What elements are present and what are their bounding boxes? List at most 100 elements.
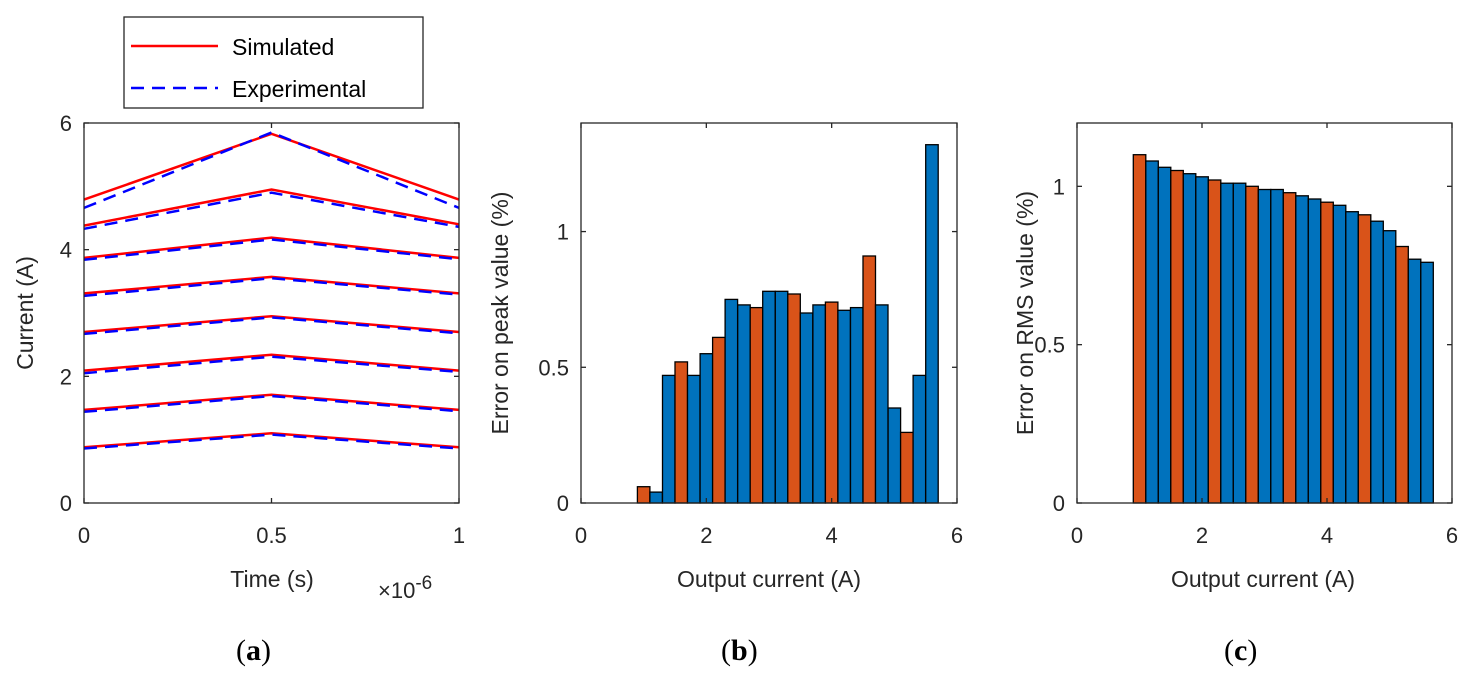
c-bar-17 (1332, 204, 1347, 504)
simulated-curve-6 (83, 353, 460, 372)
experimental-curve-5 (83, 316, 460, 336)
c-bar-1 (1132, 154, 1147, 504)
c-bar-9 (1232, 182, 1247, 504)
b-bar-13 (787, 293, 801, 504)
b-ytick-label: 0.5 (538, 355, 569, 380)
b-xtick-label: 4 (826, 523, 838, 548)
c-ylabel: Error on RMS value (%) (1012, 191, 1038, 435)
b-ytick-label: 0 (557, 491, 569, 516)
a-xtick-label: 1 (453, 523, 465, 548)
simulated-curve-3 (83, 236, 460, 260)
b-bar-23 (912, 374, 927, 504)
b-xtick-label: 0 (575, 523, 587, 548)
c-xtick-label: 0 (1071, 523, 1083, 548)
c-bar-12 (1270, 188, 1284, 504)
a-ylabel: Current (A) (12, 256, 38, 370)
a-x-exponent: ×10-6 (378, 573, 432, 603)
b-caption-letter: b (731, 634, 748, 667)
c-bar-24 (1420, 261, 1434, 504)
b-bar-12 (774, 290, 789, 504)
panel-a-current-vs-time: 0 0.5 1 0 2 4 6 Time (s) Current (A) ×10-6 Sim… (12, 16, 465, 667)
simulated-curve-8 (83, 432, 460, 449)
b-bar-21 (887, 407, 902, 504)
a-xtick-label: 0.5 (256, 523, 287, 548)
b-bar-6 (699, 353, 714, 504)
experimental-curve-2 (83, 191, 460, 231)
a-ytick-label: 6 (60, 111, 72, 136)
b-caption: (b) (721, 634, 758, 667)
b-bar-9 (737, 304, 751, 504)
c-bar-2 (1145, 160, 1159, 504)
a-legend-experimental-label: Experimental (232, 76, 366, 102)
a-legend-box (123, 16, 424, 109)
b-bar-22 (899, 431, 914, 504)
b-bar-8 (724, 298, 739, 504)
experimental-curve-4 (83, 276, 460, 298)
c-bar-8 (1220, 182, 1234, 504)
c-ytick-label: 0.5 (1034, 333, 1065, 358)
c-ytick-label: 0 (1053, 491, 1065, 516)
c-ticks: 0 2 4 6 0 0.5 1 (1034, 123, 1458, 548)
panel-c-rms-error: 0 2 4 6 0 0.5 1 Output current (A) Error on RM… (1012, 122, 1458, 667)
c-bar-21 (1382, 230, 1397, 504)
b-bar-19 (862, 255, 877, 504)
a-ytick-label: 0 (60, 491, 72, 516)
b-xlabel: Output current (A) (677, 566, 861, 592)
a-xlabel: Time (s) (230, 566, 313, 592)
experimental-curve-8 (83, 433, 460, 450)
c-bar-23 (1407, 258, 1422, 504)
b-bar-11 (762, 290, 776, 504)
simulated-curve-7 (83, 393, 460, 412)
b-ylabel: Error on peak value (%) (487, 192, 513, 435)
c-bar-5 (1182, 173, 1197, 504)
c-bar-20 (1370, 220, 1384, 504)
a-x-exponent-base: ×10 (378, 578, 415, 603)
b-ticks: 0 2 4 6 0 0.5 1 (538, 123, 963, 548)
c-caption-open: ( (1224, 634, 1234, 667)
a-xtick-label: 0 (78, 523, 90, 548)
c-bar-13 (1282, 192, 1297, 504)
b-bars (636, 144, 939, 504)
b-bar-2 (649, 491, 664, 504)
c-bar-18 (1345, 211, 1359, 504)
b-xtick-label: 6 (951, 523, 963, 548)
a-ticks: 0 0.5 1 0 2 4 6 (60, 111, 465, 548)
a-legend-simulated-label: Simulated (232, 34, 334, 60)
a-caption: (a) (236, 634, 271, 667)
simulated-curve-4 (83, 275, 460, 295)
c-bar-14 (1295, 195, 1309, 504)
b-bar-20 (874, 304, 889, 504)
b-bar-10 (749, 306, 764, 504)
c-caption: (c) (1224, 634, 1257, 667)
c-caption-close: ) (1247, 634, 1257, 667)
b-bar-17 (837, 309, 852, 504)
a-ytick-label: 2 (60, 364, 72, 389)
c-axes-box (1076, 122, 1453, 504)
c-bar-10 (1245, 185, 1259, 504)
c-bar-11 (1257, 188, 1272, 504)
a-ytick-label: 4 (60, 238, 72, 263)
c-bar-16 (1320, 201, 1334, 504)
simulated-curve-5 (83, 314, 460, 334)
c-xtick-label: 2 (1196, 523, 1208, 548)
c-bar-15 (1307, 198, 1322, 504)
b-bar-24 (925, 144, 939, 504)
panel-b-peak-error: 0 2 4 6 0 0.5 1 Output current (A) Error on pe… (487, 122, 963, 667)
b-bar-3 (661, 374, 676, 504)
a-caption-close: ) (261, 634, 271, 667)
c-xtick-label: 6 (1446, 523, 1458, 548)
b-bar-1 (636, 486, 651, 504)
b-bar-18 (849, 306, 864, 504)
b-caption-close: ) (748, 634, 758, 667)
experimental-curve-1 (83, 131, 460, 210)
c-xtick-label: 4 (1321, 523, 1333, 548)
c-bar-3 (1157, 166, 1172, 504)
b-bar-4 (674, 361, 689, 504)
b-bar-5 (686, 374, 701, 504)
simulated-curve-2 (83, 188, 460, 227)
a-caption-open: ( (236, 634, 246, 667)
b-bar-15 (812, 304, 827, 504)
b-xtick-label: 2 (700, 523, 712, 548)
c-bar-4 (1170, 169, 1184, 504)
